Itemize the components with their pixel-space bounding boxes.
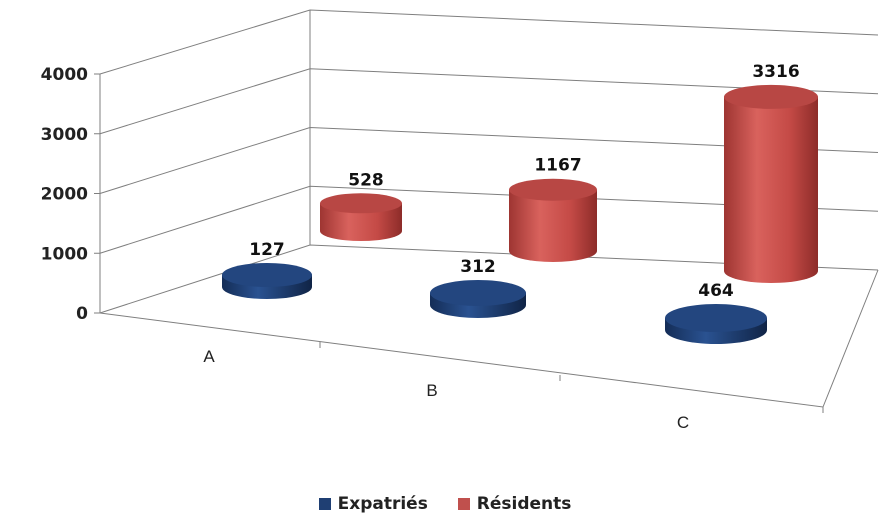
legend-item-residents[interactable]: Résidents xyxy=(457,494,572,514)
data-label-residents-c: 3316 xyxy=(752,62,799,82)
cylinder-top xyxy=(724,84,818,109)
bar-expatries-b xyxy=(430,280,526,318)
x-tick-label: C xyxy=(677,413,689,432)
cylinder-top xyxy=(320,193,402,214)
y-tick-label: 4000 xyxy=(41,65,88,85)
cylinder-top xyxy=(665,304,767,332)
data-label-residents-a: 528 xyxy=(348,170,384,190)
y-tick-label: 3000 xyxy=(41,125,88,145)
data-label-expatries-a: 127 xyxy=(249,240,285,260)
legend: Expatriés Résidents xyxy=(0,494,890,515)
bar-expatries-c xyxy=(665,304,767,344)
bar-residents-c xyxy=(724,84,818,283)
cylinder-body xyxy=(320,203,402,241)
data-label-expatries-b: 312 xyxy=(460,257,496,277)
data-label-residents-b: 1167 xyxy=(534,156,581,176)
legend-item-expatries[interactable]: Expatriés xyxy=(318,494,428,514)
plot-frame xyxy=(94,9,879,413)
legend-label-residents: Résidents xyxy=(476,494,572,514)
bar-expatries-a xyxy=(222,263,312,299)
y-axis: 0 1000 2000 3000 4000 xyxy=(41,65,88,324)
bars-layer xyxy=(222,84,818,344)
x-tick-label: B xyxy=(426,381,437,400)
legend-swatch-expatries xyxy=(318,498,331,510)
y-tick-label: 0 xyxy=(76,304,88,324)
cylinder-top xyxy=(430,280,526,306)
cylinder-body xyxy=(724,96,818,283)
cylinder-top xyxy=(222,263,312,287)
bar-residents-a xyxy=(320,193,402,241)
legend-swatch-residents xyxy=(457,498,470,510)
cylinder-top xyxy=(509,178,597,201)
x-tick-label: A xyxy=(203,347,215,366)
y-tick-label: 1000 xyxy=(41,244,88,264)
bar-residents-b xyxy=(509,178,597,262)
data-label-expatries-c: 464 xyxy=(698,281,734,301)
legend-label-expatries: Expatriés xyxy=(337,494,428,514)
y-tick-label: 2000 xyxy=(41,185,88,205)
x-axis: A B C xyxy=(203,347,689,432)
cylinder-body xyxy=(509,189,597,262)
data-labels-layer: 528 1167 3316 127 312 464 xyxy=(249,62,799,301)
